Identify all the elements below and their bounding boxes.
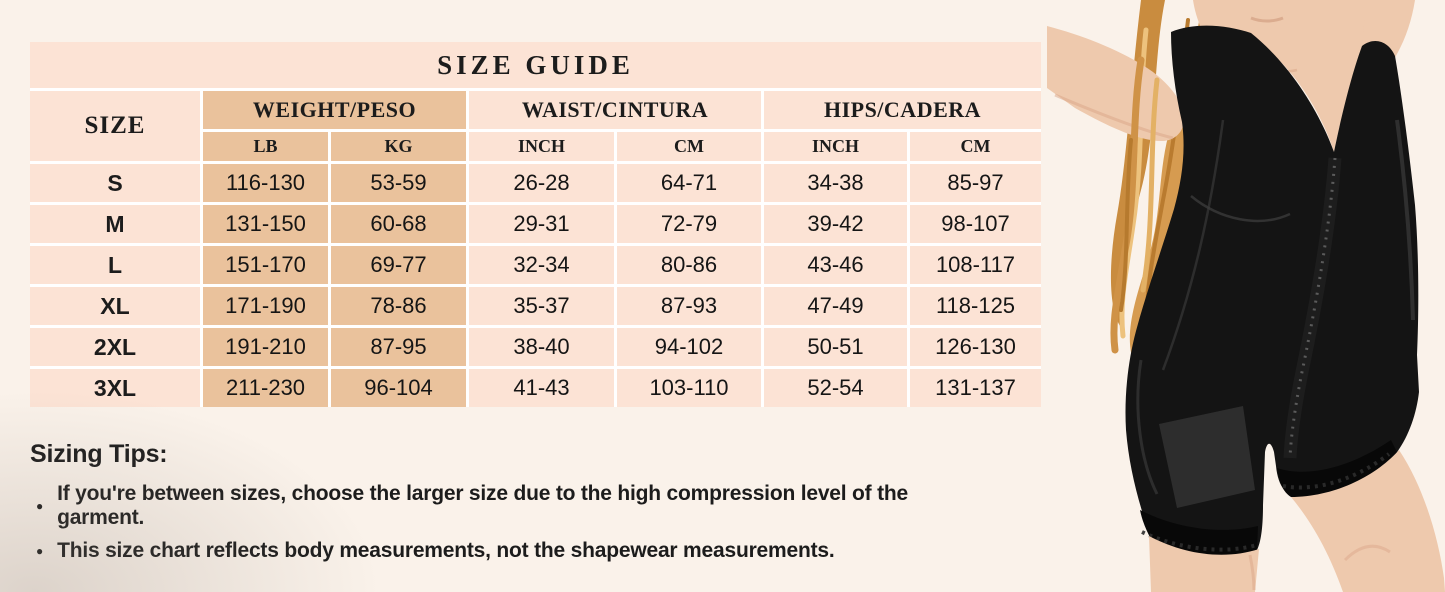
- shapewear-model-illustration: [1047, 0, 1445, 592]
- col-header-size: SIZE: [30, 91, 200, 161]
- table-cell-hips-inch: 50-51: [764, 328, 907, 366]
- table-cell-waist-inch: 38-40: [469, 328, 614, 366]
- table-row-size: 3XL: [30, 369, 200, 407]
- table-cell-kg: 60-68: [331, 205, 466, 243]
- sizing-tips-list: If you're between sizes, choose the larg…: [34, 482, 990, 563]
- col-subheader-hips-cm: CM: [910, 132, 1041, 161]
- col-group-hips: HIPS/CADERA: [764, 91, 1041, 129]
- table-cell-waist-cm: 87-93: [617, 287, 761, 325]
- table-cell-hips-cm: 118-125: [910, 287, 1041, 325]
- table-cell-kg: 53-59: [331, 164, 466, 202]
- col-group-weight: WEIGHT/PESO: [203, 91, 466, 129]
- table-cell-hips-inch: 52-54: [764, 369, 907, 407]
- table-cell-hips-cm: 85-97: [910, 164, 1041, 202]
- table-cell-waist-inch: 41-43: [469, 369, 614, 407]
- sizing-tip-item: This size chart reflects body measuremen…: [34, 539, 990, 563]
- table-cell-waist-cm: 64-71: [617, 164, 761, 202]
- size-table: SIZE GUIDE SIZE WEIGHT/PESO WAIST/CINTUR…: [30, 42, 1041, 407]
- page-corner-shadow: [0, 362, 430, 592]
- hook-closure: [1283, 157, 1342, 459]
- table-row-size: S: [30, 164, 200, 202]
- table-cell-hips-inch: 34-38: [764, 164, 907, 202]
- table-cell-hips-cm: 131-137: [910, 369, 1041, 407]
- sizing-tip-item: If you're between sizes, choose the larg…: [34, 482, 990, 530]
- table-cell-kg: 96-104: [331, 369, 466, 407]
- table-cell-kg: 78-86: [331, 287, 466, 325]
- sizing-tips-section: Sizing Tips: If you're between sizes, ch…: [30, 440, 990, 572]
- table-cell-hips-cm: 126-130: [910, 328, 1041, 366]
- table-cell-waist-cm: 94-102: [617, 328, 761, 366]
- table-cell-waist-inch: 29-31: [469, 205, 614, 243]
- table-cell-waist-inch: 26-28: [469, 164, 614, 202]
- col-group-waist: WAIST/CINTURA: [469, 91, 761, 129]
- table-cell-lb: 171-190: [203, 287, 328, 325]
- col-subheader-kg: KG: [331, 132, 466, 161]
- table-cell-waist-inch: 32-34: [469, 246, 614, 284]
- table-cell-hips-cm: 98-107: [910, 205, 1041, 243]
- col-subheader-waist-inch: INCH: [469, 132, 614, 161]
- table-cell-lb: 131-150: [203, 205, 328, 243]
- mesh-panel: [1159, 406, 1255, 508]
- model-legs: [1149, 450, 1445, 592]
- table-cell-lb: 116-130: [203, 164, 328, 202]
- shapewear-bodysuit: [1125, 25, 1419, 557]
- model-photo: [1045, 0, 1445, 592]
- table-row-size: XL: [30, 287, 200, 325]
- size-guide-panel: SIZE GUIDE SIZE WEIGHT/PESO WAIST/CINTUR…: [30, 42, 1041, 407]
- table-cell-hips-inch: 47-49: [764, 287, 907, 325]
- sizing-tips-heading: Sizing Tips:: [30, 440, 990, 469]
- table-cell-lb: 211-230: [203, 369, 328, 407]
- table-cell-hips-inch: 43-46: [764, 246, 907, 284]
- page-title: SIZE GUIDE: [30, 42, 1041, 88]
- table-cell-waist-cm: 80-86: [617, 246, 761, 284]
- lace-trim: [1140, 440, 1397, 557]
- table-cell-hips-cm: 108-117: [910, 246, 1041, 284]
- hair-front-strands: [1110, 56, 1160, 354]
- col-subheader-lb: LB: [203, 132, 328, 161]
- table-cell-hips-inch: 39-42: [764, 205, 907, 243]
- table-row-size: 2XL: [30, 328, 200, 366]
- table-cell-waist-cm: 72-79: [617, 205, 761, 243]
- table-row-size: L: [30, 246, 200, 284]
- table-cell-kg: 87-95: [331, 328, 466, 366]
- table-cell-lb: 191-210: [203, 328, 328, 366]
- table-cell-waist-inch: 35-37: [469, 287, 614, 325]
- table-cell-kg: 69-77: [331, 246, 466, 284]
- table-row-size: M: [30, 205, 200, 243]
- table-cell-lb: 151-170: [203, 246, 328, 284]
- col-subheader-hips-inch: INCH: [764, 132, 907, 161]
- table-cell-waist-cm: 103-110: [617, 369, 761, 407]
- col-subheader-waist-cm: CM: [617, 132, 761, 161]
